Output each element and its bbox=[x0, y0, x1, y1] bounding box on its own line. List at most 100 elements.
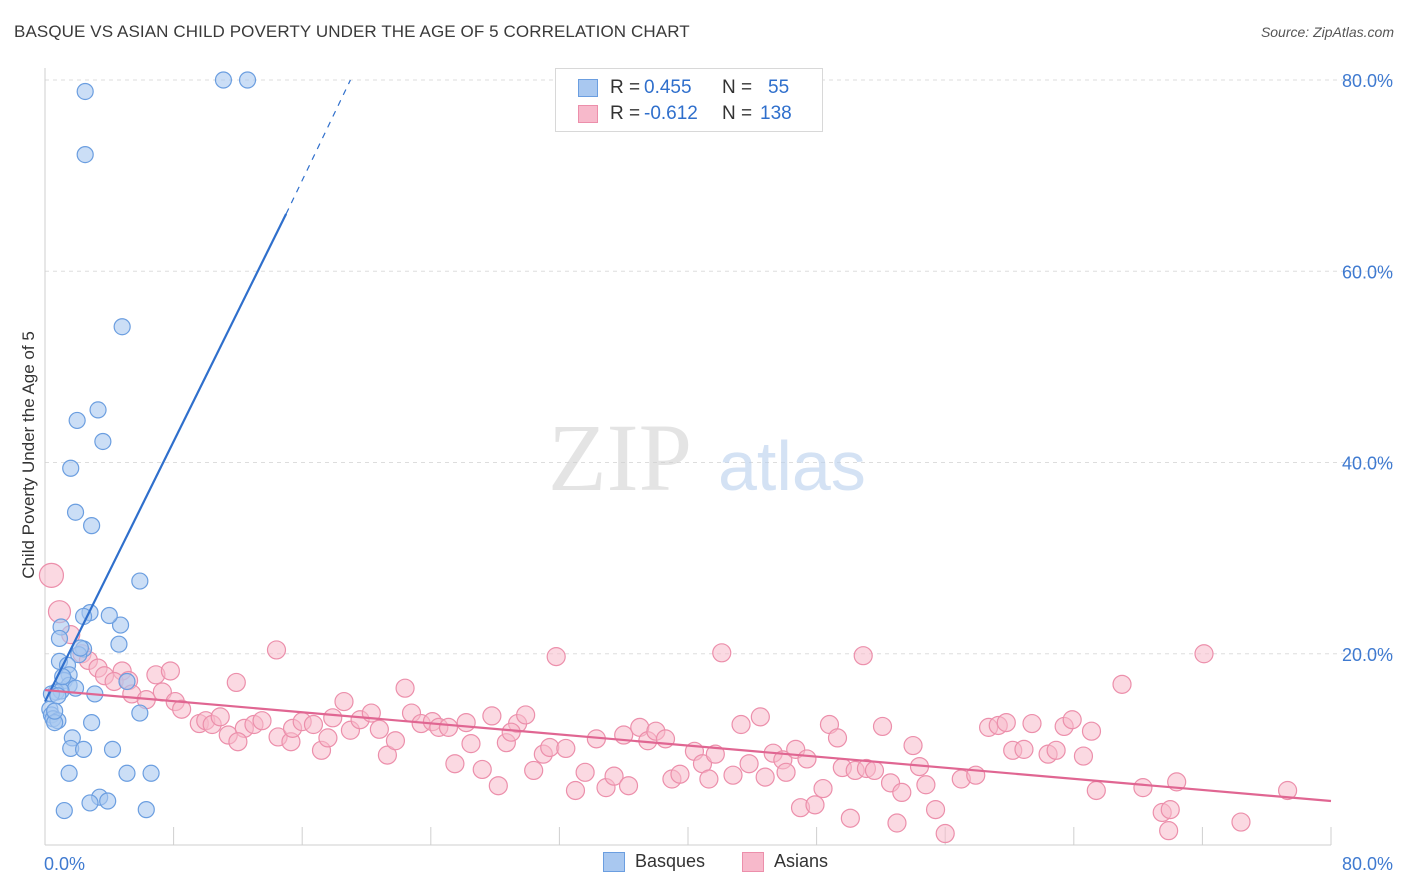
asian-point bbox=[712, 643, 732, 663]
asian-point bbox=[1073, 746, 1094, 766]
asian-point bbox=[604, 766, 624, 786]
basque-trend-extension bbox=[285, 79, 351, 215]
legend-item-asians[interactable]: Asians bbox=[742, 851, 828, 872]
legend-item-basques[interactable]: Basques bbox=[603, 851, 705, 872]
asian-point bbox=[1022, 713, 1042, 734]
asian-point bbox=[1133, 778, 1153, 798]
asian-point bbox=[488, 776, 508, 796]
asian-trend-line bbox=[44, 688, 1332, 803]
asian-point bbox=[524, 760, 544, 781]
asian-point bbox=[705, 744, 725, 764]
asian-point bbox=[1231, 812, 1251, 832]
asian-point bbox=[369, 719, 389, 739]
y-tick-label: 40.0% bbox=[1342, 454, 1393, 474]
basque-trend-line bbox=[44, 213, 288, 703]
watermark-zip: ZIP bbox=[548, 404, 692, 511]
asian-point bbox=[739, 754, 759, 774]
asian-point bbox=[1277, 780, 1298, 801]
asian-point bbox=[456, 712, 476, 733]
asian-point bbox=[670, 764, 690, 784]
asian-point bbox=[1194, 644, 1214, 664]
correlation-legend: R = 0.455 N = 55 R = -0.612 N = 138 bbox=[555, 68, 823, 132]
asian-point bbox=[395, 678, 415, 698]
basque-point bbox=[99, 792, 117, 810]
asian-point bbox=[916, 775, 936, 795]
asian-point bbox=[1159, 821, 1179, 841]
asian-point bbox=[1086, 780, 1106, 801]
basque-point bbox=[103, 740, 122, 758]
asian-point bbox=[996, 712, 1016, 733]
asian-point bbox=[872, 716, 893, 737]
asian-point bbox=[797, 749, 817, 769]
asian-point bbox=[516, 705, 536, 725]
asian-point bbox=[699, 769, 719, 789]
asian-point bbox=[1014, 739, 1034, 759]
asian-point bbox=[723, 765, 743, 785]
asian-point bbox=[813, 778, 833, 799]
basque-point bbox=[100, 606, 118, 625]
y-tick-label: 80.0% bbox=[1342, 71, 1393, 91]
basque-point bbox=[118, 672, 136, 691]
asian-point bbox=[805, 795, 825, 815]
legend-row-asians: R = -0.612 N = 138 bbox=[578, 102, 792, 126]
basque-point bbox=[76, 145, 94, 164]
x-tick-label-start: 0.0% bbox=[44, 854, 85, 874]
y-axis-label: Child Poverty Under the Age of 5 bbox=[19, 331, 38, 579]
y-tick-label: 20.0% bbox=[1342, 645, 1393, 665]
asian-point bbox=[1112, 674, 1132, 694]
tick-labels: 20.0% 40.0% 60.0% 80.0% 0.0% 80.0% bbox=[44, 71, 1393, 874]
basque-point bbox=[83, 713, 101, 732]
asian-point bbox=[853, 646, 873, 666]
asian-point bbox=[172, 699, 192, 719]
asian-point bbox=[160, 661, 180, 681]
asian-point bbox=[776, 762, 796, 782]
asian-point bbox=[827, 728, 848, 748]
asian-point bbox=[461, 734, 481, 754]
asian-point bbox=[226, 672, 246, 693]
asian-point bbox=[864, 760, 885, 781]
asian-point bbox=[38, 562, 65, 588]
watermark-atlas: atlas bbox=[718, 427, 866, 505]
asian-point bbox=[618, 776, 639, 796]
basque-point bbox=[60, 764, 78, 782]
basque-swatch bbox=[578, 79, 598, 97]
basque-point bbox=[81, 794, 99, 812]
asian-point bbox=[1046, 740, 1066, 760]
asian-point bbox=[750, 707, 770, 727]
asian-point bbox=[377, 745, 397, 765]
basque-point bbox=[238, 71, 257, 89]
basque-point bbox=[111, 616, 130, 634]
asian-point bbox=[1160, 800, 1180, 820]
asian-point bbox=[755, 767, 775, 787]
legend-label-asians: Asians bbox=[774, 851, 829, 871]
n-label: N = bbox=[722, 77, 753, 98]
r-label: R = bbox=[610, 103, 641, 124]
r-value: 0.455 bbox=[644, 77, 692, 98]
asian-point bbox=[228, 732, 248, 752]
asian-point bbox=[556, 738, 576, 759]
basque-point bbox=[83, 517, 101, 535]
asian-point bbox=[385, 731, 406, 751]
asian-point bbox=[935, 823, 955, 844]
asian-point bbox=[303, 714, 324, 735]
basque-point bbox=[76, 82, 94, 101]
basque-point bbox=[118, 764, 136, 782]
basque-point bbox=[137, 801, 155, 819]
basque-point bbox=[50, 629, 69, 648]
asian-point bbox=[887, 813, 907, 833]
basque-points bbox=[41, 71, 257, 820]
asian-point bbox=[892, 782, 912, 803]
asian-point bbox=[1062, 710, 1082, 730]
asian-point bbox=[575, 762, 595, 782]
trend-lines bbox=[44, 79, 1332, 803]
basque-swatch bbox=[603, 851, 625, 872]
basque-point bbox=[74, 740, 93, 758]
basque-point bbox=[131, 704, 149, 722]
n-value: 55 bbox=[768, 77, 790, 98]
n-value: 138 bbox=[760, 103, 792, 124]
grid-lines bbox=[45, 79, 1394, 655]
asian-point bbox=[472, 759, 492, 780]
asian-point bbox=[1081, 721, 1102, 741]
chart-title: BASQUE VS ASIAN CHILD POVERTY UNDER THE … bbox=[14, 22, 690, 41]
